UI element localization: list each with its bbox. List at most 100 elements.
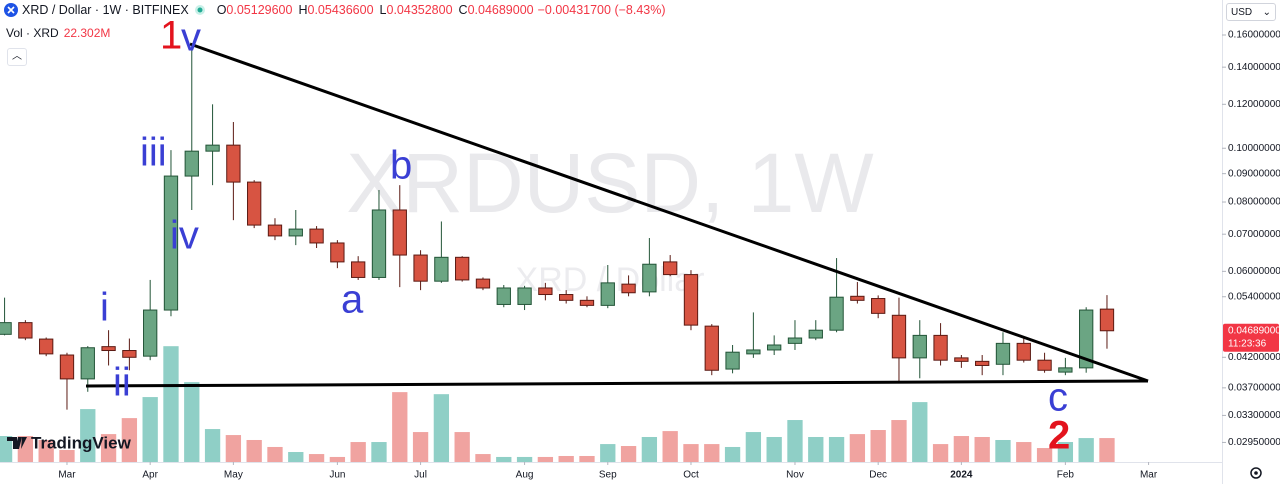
wave-label: c bbox=[1048, 376, 1068, 420]
candle-body bbox=[579, 299, 595, 306]
candle-body bbox=[954, 357, 969, 362]
wave-label: ii bbox=[113, 361, 131, 405]
candle-body bbox=[143, 309, 158, 357]
symbol-icon bbox=[4, 3, 18, 17]
volume-bar bbox=[225, 435, 242, 462]
candle-body bbox=[871, 298, 886, 314]
countdown: 11:23:36 bbox=[1228, 338, 1267, 349]
candle-body bbox=[1099, 308, 1115, 332]
volume-bar bbox=[766, 436, 782, 462]
legend-header: XRD / Dollar · 1W · BITFINEX O0.05129600… bbox=[4, 3, 666, 17]
candle-body bbox=[163, 175, 179, 311]
volume-bar bbox=[184, 382, 200, 462]
currency: USD bbox=[1231, 7, 1253, 18]
ohlc-key: O bbox=[216, 3, 227, 17]
volume-layer bbox=[0, 346, 1115, 462]
ohlc-value: 0.05129600 bbox=[226, 3, 293, 17]
candle-body bbox=[975, 360, 990, 366]
settings-icon[interactable] bbox=[1250, 467, 1262, 479]
wave-labels: 1 v iii iv i ii b a c 2 bbox=[100, 14, 1070, 458]
wave-label: iv bbox=[170, 214, 199, 258]
volume-bar bbox=[683, 444, 699, 462]
candle-body bbox=[600, 282, 615, 306]
x-tick-label: 2024 bbox=[950, 470, 973, 481]
candle-body bbox=[683, 274, 699, 326]
volume-bar bbox=[121, 418, 138, 462]
volume-bar bbox=[995, 439, 1011, 462]
y-tick-label: 0.16000000 bbox=[1228, 30, 1280, 41]
status-dot bbox=[194, 5, 205, 15]
y-tick-label: 0.03700000 bbox=[1228, 382, 1280, 393]
logo-mark bbox=[7, 437, 27, 449]
volume-bar bbox=[1036, 448, 1053, 462]
candle-body bbox=[746, 349, 761, 355]
volume-bar bbox=[392, 392, 408, 462]
brand: TradingView bbox=[31, 433, 132, 452]
candle-body bbox=[787, 337, 803, 344]
brand-logo: TradingView bbox=[7, 433, 132, 452]
candle-body bbox=[767, 344, 782, 351]
y-tick-label: 0.03300000 bbox=[1228, 410, 1280, 421]
currency-select[interactable]: USD ⌄ bbox=[1226, 3, 1276, 21]
y-tick-label: 0.05400000 bbox=[1228, 291, 1280, 302]
volume-bar bbox=[953, 436, 970, 462]
ohlc: O0.05129600 H0.05436600 L0.04352800 C0.0468… bbox=[211, 3, 534, 17]
change: −0.00431700 (−8.43%) bbox=[537, 3, 666, 17]
y-tick-label: 0.09000000 bbox=[1228, 168, 1280, 179]
x-tick-label: May bbox=[224, 470, 243, 481]
watermark: XRDUSD, 1W bbox=[346, 136, 873, 230]
x-tick-label: Nov bbox=[786, 470, 804, 481]
volume-bar bbox=[1078, 438, 1094, 462]
candle-body bbox=[538, 287, 553, 296]
candle-body bbox=[663, 261, 678, 276]
volume-bar bbox=[1099, 438, 1115, 462]
time-axis-bg bbox=[0, 462, 1222, 484]
candle-body bbox=[267, 224, 283, 237]
ohlc-key: L bbox=[379, 3, 387, 17]
x-tick-label: Sep bbox=[599, 470, 617, 481]
candle-body bbox=[371, 209, 387, 278]
candle-body bbox=[309, 228, 324, 244]
last-price-label: 0.04689000 bbox=[1228, 325, 1280, 336]
candle-body bbox=[912, 334, 927, 359]
volume-legend: Vol · XRD 22.302M bbox=[6, 26, 110, 40]
candle-body bbox=[891, 314, 907, 359]
candle-body bbox=[850, 295, 865, 301]
candle-body bbox=[184, 150, 199, 177]
volume-bar bbox=[496, 456, 512, 462]
candle-layer bbox=[0, 44, 1115, 410]
chevron: ⌄ bbox=[1262, 7, 1271, 18]
candle-body bbox=[933, 334, 948, 361]
volume-bar bbox=[1057, 442, 1074, 462]
collapse-button[interactable]: ︿ bbox=[7, 48, 27, 66]
candle-body bbox=[434, 256, 449, 282]
candle-body bbox=[455, 256, 470, 281]
volume-bar bbox=[59, 449, 75, 462]
volume-bar bbox=[870, 430, 886, 462]
y-tick-label: 0.08000000 bbox=[1228, 197, 1280, 208]
volume-bar bbox=[142, 397, 158, 462]
candle-body bbox=[247, 181, 262, 226]
ohlc-key: C bbox=[458, 3, 468, 17]
volume-bar bbox=[579, 455, 595, 462]
volume-bar bbox=[808, 436, 824, 462]
volume-bar bbox=[537, 456, 554, 462]
volume-bar bbox=[641, 436, 658, 462]
volume-bar bbox=[662, 431, 678, 462]
volume-bar bbox=[163, 346, 179, 462]
volume-bar bbox=[849, 434, 866, 462]
wave-label: b bbox=[390, 144, 412, 188]
candle-body bbox=[704, 325, 719, 371]
candle-body bbox=[1037, 359, 1052, 371]
volume-bar bbox=[787, 420, 803, 462]
volume-bar bbox=[412, 432, 429, 462]
trend-line bbox=[189, 42, 1149, 383]
trend-line bbox=[85, 379, 1149, 388]
candle-body bbox=[995, 342, 1011, 365]
volume-bar bbox=[600, 444, 616, 462]
volume-bar bbox=[267, 446, 283, 462]
volume-bar bbox=[454, 432, 470, 462]
volume-bar bbox=[620, 446, 637, 462]
volume-bar bbox=[80, 409, 96, 462]
